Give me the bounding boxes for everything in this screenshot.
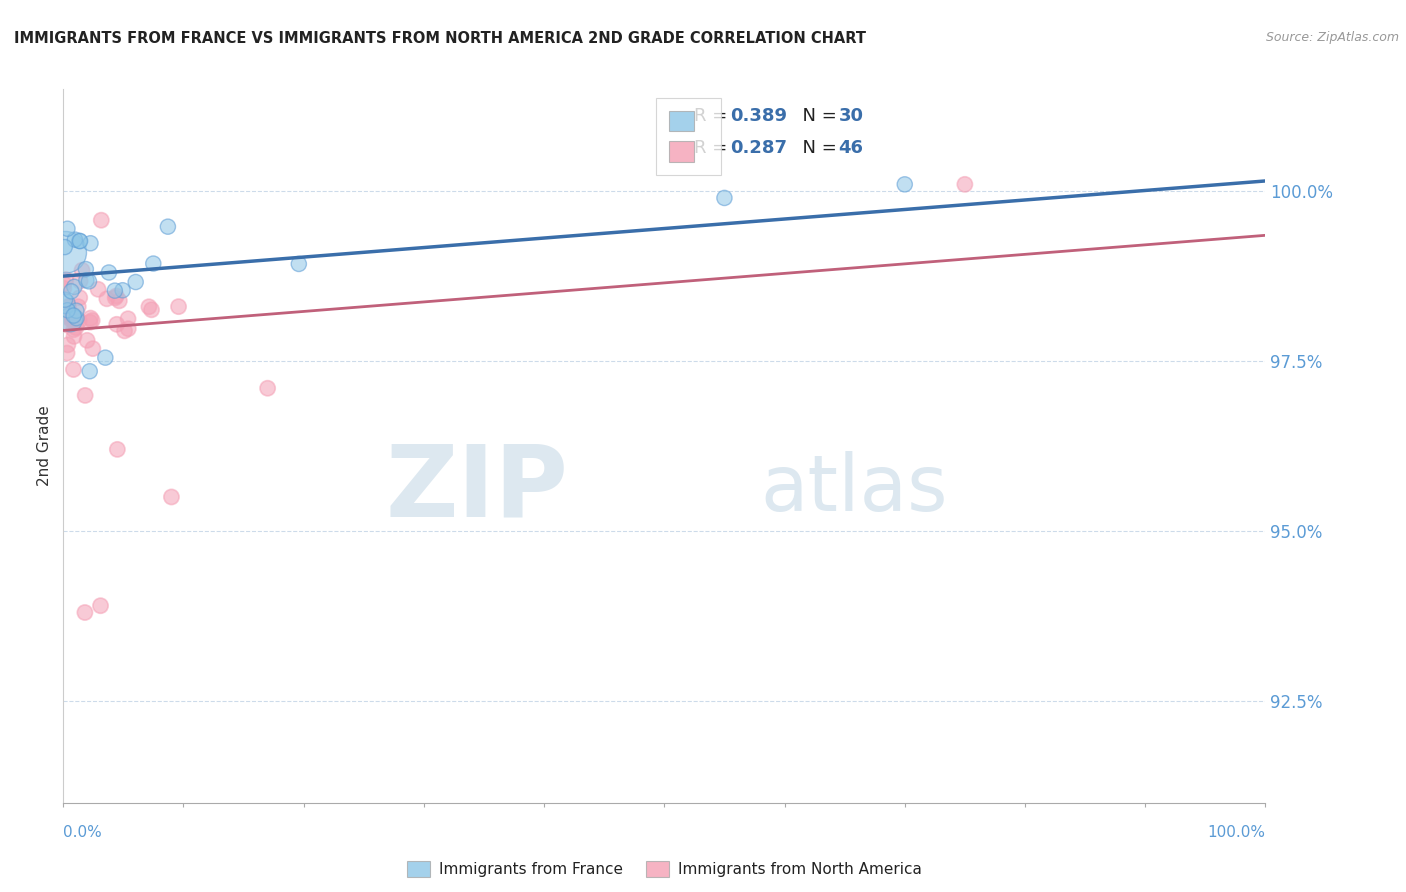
Text: Source: ZipAtlas.com: Source: ZipAtlas.com: [1265, 31, 1399, 45]
Point: [114, 324, 136, 338]
Point: [69, 291, 91, 305]
Text: R =: R =: [695, 139, 734, 157]
Point: [65, 311, 87, 326]
Point: [52, 281, 75, 295]
Point: [75, 262, 97, 277]
Point: [105, 442, 128, 457]
Point: [62, 313, 84, 327]
Point: [52, 277, 75, 291]
Point: [90, 213, 112, 227]
Text: 0.287: 0.287: [731, 139, 787, 157]
Point: [82, 342, 104, 356]
Point: [94, 351, 117, 365]
Point: [96, 292, 118, 306]
Point: [79, 315, 101, 329]
Text: R =: R =: [695, 107, 734, 125]
Point: [65, 320, 87, 334]
Text: 0.389: 0.389: [731, 107, 787, 125]
Point: [82, 313, 104, 327]
Point: [104, 284, 127, 298]
Point: [104, 291, 127, 305]
Point: [117, 311, 139, 326]
Point: [894, 178, 917, 192]
Text: 46: 46: [838, 139, 863, 157]
Point: [70, 263, 93, 277]
Text: atlas: atlas: [761, 450, 948, 527]
Point: [53, 240, 76, 254]
Point: [63, 280, 86, 294]
Point: [87, 282, 110, 296]
Point: [73, 606, 96, 620]
Point: [77, 274, 100, 288]
Text: 0.0%: 0.0%: [63, 825, 103, 840]
Point: [53, 296, 76, 310]
Text: 30: 30: [838, 107, 863, 125]
Point: [53, 309, 76, 323]
Point: [111, 283, 134, 297]
Point: [56, 300, 79, 314]
Point: [67, 300, 90, 314]
Point: [256, 381, 278, 395]
Point: [167, 300, 190, 314]
Point: [59, 312, 82, 326]
Point: [62, 323, 84, 337]
Point: [105, 289, 128, 303]
Text: N =: N =: [790, 107, 842, 125]
Point: [69, 234, 91, 248]
Point: [156, 219, 179, 234]
Point: [69, 234, 91, 248]
Point: [56, 338, 79, 352]
Point: [97, 265, 120, 279]
Point: [124, 275, 146, 289]
Point: [58, 300, 80, 314]
Point: [65, 303, 87, 318]
Point: [75, 388, 97, 402]
Point: [79, 311, 101, 326]
Point: [79, 236, 101, 251]
Point: [56, 318, 79, 332]
Point: [141, 302, 163, 317]
Point: [79, 364, 101, 378]
Y-axis label: 2nd Grade: 2nd Grade: [37, 406, 52, 486]
Point: [60, 285, 83, 299]
Text: N =: N =: [790, 139, 842, 157]
Point: [105, 318, 128, 332]
Point: [55, 245, 77, 260]
Point: [138, 300, 160, 314]
Point: [160, 490, 183, 504]
Point: [953, 178, 976, 192]
Point: [62, 309, 84, 323]
Point: [75, 273, 97, 287]
Point: [56, 346, 79, 360]
Point: [288, 257, 311, 271]
Point: [117, 322, 139, 336]
Point: [63, 233, 86, 247]
Point: [76, 334, 98, 348]
Point: [56, 303, 79, 318]
Point: [108, 293, 131, 308]
Point: [58, 308, 80, 322]
Point: [69, 274, 91, 288]
Point: [63, 329, 86, 343]
Point: [90, 599, 112, 613]
Point: [142, 256, 165, 270]
Text: IMMIGRANTS FROM FRANCE VS IMMIGRANTS FROM NORTH AMERICA 2ND GRADE CORRELATION CH: IMMIGRANTS FROM FRANCE VS IMMIGRANTS FRO…: [14, 31, 866, 46]
Text: ZIP: ZIP: [385, 441, 568, 537]
Point: [713, 191, 735, 205]
Point: [55, 272, 77, 286]
Point: [59, 312, 82, 326]
Point: [56, 221, 79, 235]
Point: [53, 293, 76, 307]
Text: 100.0%: 100.0%: [1208, 825, 1265, 840]
Legend: Immigrants from France, Immigrants from North America: Immigrants from France, Immigrants from …: [406, 862, 922, 877]
Point: [67, 313, 90, 327]
Point: [62, 362, 84, 376]
